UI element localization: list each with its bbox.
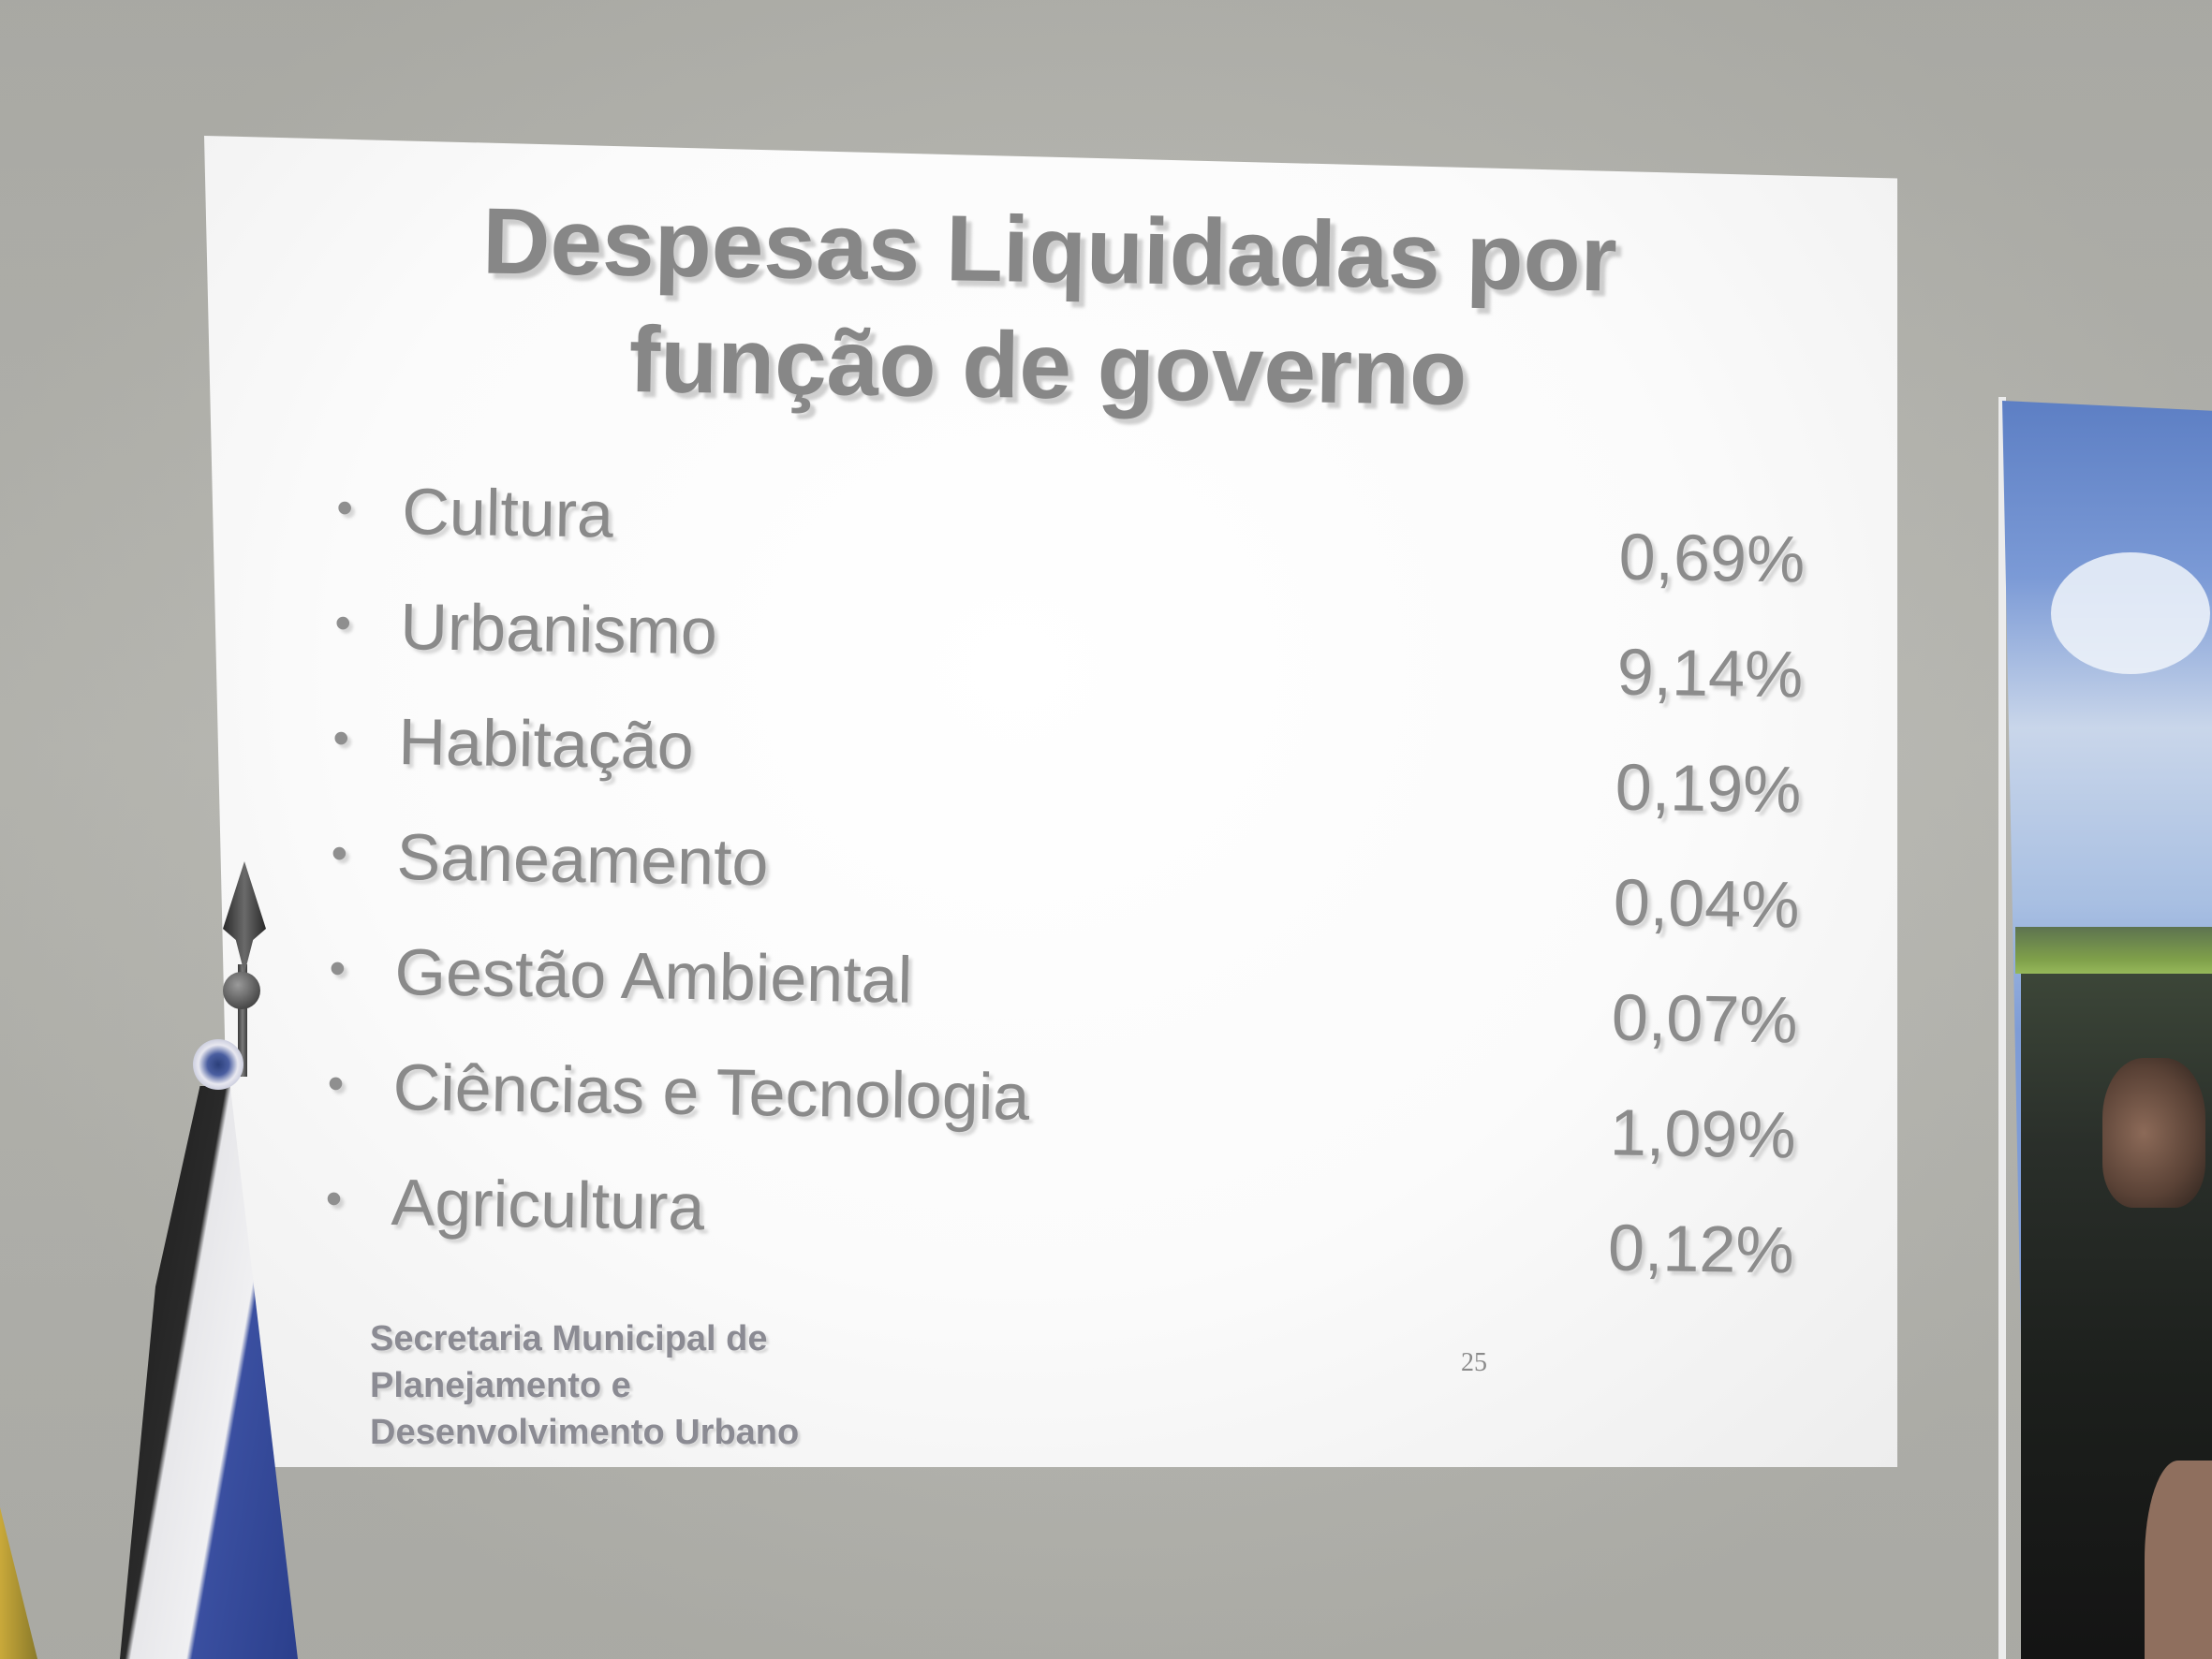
item-value: 9,14% xyxy=(1616,635,1804,712)
painting-tree-line xyxy=(2015,927,2212,974)
footer-line-3: Desenvolvimento Urbano xyxy=(370,1413,800,1452)
bullet-icon: • xyxy=(329,941,347,995)
list-item: • Agricultura 0,12% xyxy=(324,1164,1824,1302)
projected-slide xyxy=(204,136,1897,1467)
flag-pole-ball xyxy=(223,972,260,1009)
item-label: Gestão Ambiental xyxy=(394,935,913,1017)
item-label: Cultura xyxy=(401,475,614,551)
slide-title-line-2: função de governo xyxy=(627,306,1468,426)
footer-line-1: Secretaria Municipal de xyxy=(370,1319,768,1358)
bullet-icon: • xyxy=(327,1056,345,1110)
flag-rosette xyxy=(193,1039,243,1090)
bullet-icon: • xyxy=(332,711,350,765)
item-value: 1,09% xyxy=(1609,1095,1797,1172)
item-value: 0,12% xyxy=(1607,1211,1795,1287)
bullet-icon: • xyxy=(334,595,352,650)
item-value: 0,19% xyxy=(1615,750,1802,827)
person-shoulder xyxy=(2145,1461,2212,1659)
item-label: Habitação xyxy=(397,705,695,784)
bullet-icon: • xyxy=(325,1171,343,1226)
item-value: 0,04% xyxy=(1613,865,1801,942)
item-label: Ciências e Tecnologia xyxy=(392,1050,1030,1134)
item-label: Urbanismo xyxy=(399,590,718,668)
page-number: 25 xyxy=(1461,1348,1487,1377)
painting-frame xyxy=(1998,397,2006,1659)
bullet-icon: • xyxy=(335,480,354,535)
item-label: Agricultura xyxy=(391,1166,705,1244)
painting-figure xyxy=(2102,1058,2205,1208)
slide-title: Despesas Liquidadas por função de govern… xyxy=(204,179,1894,437)
painting-cloud xyxy=(2051,552,2210,674)
item-value: 0,69% xyxy=(1618,520,1806,596)
slide-title-line-1: Despesas Liquidadas por xyxy=(481,188,1618,312)
flag-pole xyxy=(238,964,247,1077)
slide-footer: Secretaria Municipal de Planejamento e D… xyxy=(370,1315,932,1456)
footer-line-2: Planejamento e xyxy=(370,1366,631,1405)
expense-list: • Cultura 0,69% • Urbanismo 9,14% • Habi… xyxy=(324,473,1835,1302)
bullet-icon: • xyxy=(331,826,348,880)
item-value: 0,07% xyxy=(1611,980,1799,1057)
item-label: Saneamento xyxy=(395,820,770,900)
